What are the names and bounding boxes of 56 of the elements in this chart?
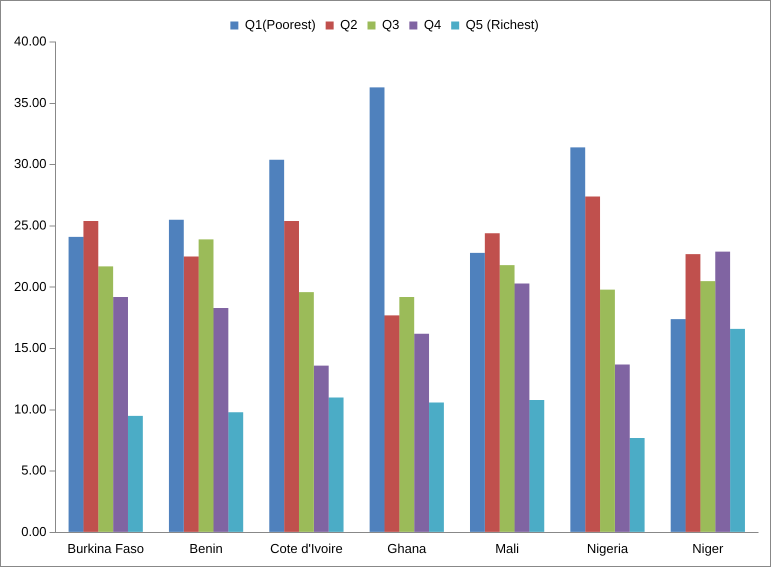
bar bbox=[399, 297, 414, 532]
bar bbox=[384, 315, 400, 532]
y-tick-label: 25.00 bbox=[14, 217, 47, 232]
x-tick-label: Cote d'Ivoire bbox=[270, 540, 343, 556]
bar bbox=[284, 220, 299, 532]
bar bbox=[168, 220, 184, 532]
bar bbox=[470, 252, 485, 532]
bar bbox=[370, 87, 384, 532]
bar bbox=[529, 400, 544, 532]
bar bbox=[570, 147, 586, 532]
x-tick-label: Nigeria bbox=[586, 540, 629, 556]
x-tick-label: Niger bbox=[692, 540, 724, 556]
bar bbox=[128, 416, 143, 532]
bar bbox=[213, 308, 228, 532]
y-tick-label: 10.00 bbox=[14, 401, 47, 416]
bar bbox=[614, 364, 630, 532]
x-tick-label: Benin bbox=[189, 540, 223, 556]
bar bbox=[500, 265, 515, 532]
legend-label: Q5 (Richest) bbox=[466, 17, 539, 32]
legend-label: Q3 bbox=[382, 17, 400, 32]
y-tick-label: 40.00 bbox=[14, 34, 47, 49]
bar bbox=[585, 196, 600, 532]
y-tick-label: 35.00 bbox=[14, 94, 47, 110]
bar bbox=[429, 402, 444, 532]
legend-label: Q2 bbox=[340, 17, 358, 32]
bar bbox=[198, 239, 214, 532]
bar bbox=[68, 236, 84, 532]
bar bbox=[328, 398, 344, 532]
bar bbox=[686, 254, 700, 532]
x-tick-label: Ghana bbox=[387, 540, 428, 556]
bar bbox=[730, 328, 745, 532]
bar bbox=[314, 366, 329, 532]
legend-label: Q4 bbox=[424, 17, 442, 32]
bar bbox=[298, 292, 314, 532]
y-tick-label: 30.00 bbox=[14, 156, 47, 172]
y-tick-label: 15.00 bbox=[14, 340, 47, 356]
bar bbox=[600, 290, 615, 532]
bar bbox=[514, 284, 530, 532]
bar bbox=[269, 160, 284, 532]
bar bbox=[715, 252, 730, 532]
bar bbox=[484, 233, 500, 532]
bar bbox=[113, 297, 128, 532]
bar bbox=[700, 281, 716, 532]
x-tick-label: Mali bbox=[495, 540, 520, 556]
bar bbox=[228, 412, 244, 532]
bar bbox=[184, 256, 199, 532]
bar bbox=[98, 266, 114, 532]
x-tick-label: Burkina Faso bbox=[67, 540, 144, 556]
bar bbox=[83, 220, 98, 532]
bar bbox=[414, 334, 430, 532]
y-tick-label: 0.00 bbox=[21, 524, 47, 539]
legend-label: Q1(Poorest) bbox=[244, 17, 316, 32]
bar bbox=[630, 438, 645, 532]
y-tick-label: 5.00 bbox=[21, 462, 47, 478]
bar bbox=[670, 319, 686, 532]
y-tick-label: 20.00 bbox=[14, 278, 47, 294]
